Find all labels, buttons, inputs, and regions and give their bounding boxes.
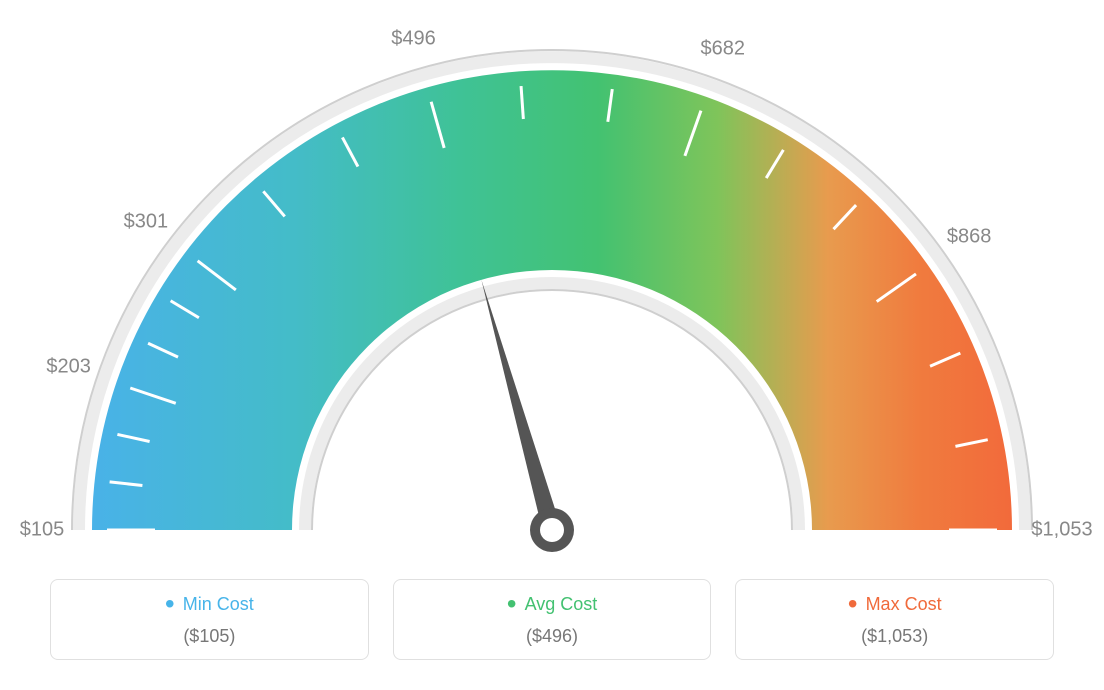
- legend-label: Avg Cost: [507, 594, 598, 615]
- tick-label: $496: [391, 28, 436, 51]
- tick-label: $682: [700, 38, 745, 61]
- legend-card-max: Max Cost ($1,053): [735, 579, 1054, 661]
- tick-label: $301: [124, 210, 169, 233]
- legend-row: Min Cost ($105) Avg Cost ($496) Max Cost ($1,…: [50, 579, 1054, 661]
- needle-hub-hole: [540, 518, 564, 542]
- tick-label: $1,053: [1031, 519, 1092, 542]
- legend-card-min: Min Cost ($105): [50, 579, 369, 661]
- tick-label: $868: [947, 225, 992, 248]
- gauge-area: $105 $203 $301 $496 $682 $868 $1,053: [0, 0, 1104, 570]
- legend-label: Min Cost: [165, 594, 254, 615]
- gauge-arc: [92, 70, 1012, 530]
- tick-label: $105: [20, 519, 65, 542]
- tick-label: $203: [46, 356, 91, 379]
- legend-value: ($1,053): [736, 626, 1053, 647]
- legend-value: ($496): [394, 626, 711, 647]
- legend-label: Max Cost: [848, 594, 942, 615]
- chart-container: $105 $203 $301 $496 $682 $868 $1,053 Min Cost (…: [0, 0, 1104, 690]
- legend-value: ($105): [51, 626, 368, 647]
- gauge-svg: [0, 0, 1104, 570]
- legend-card-avg: Avg Cost ($496): [393, 579, 712, 661]
